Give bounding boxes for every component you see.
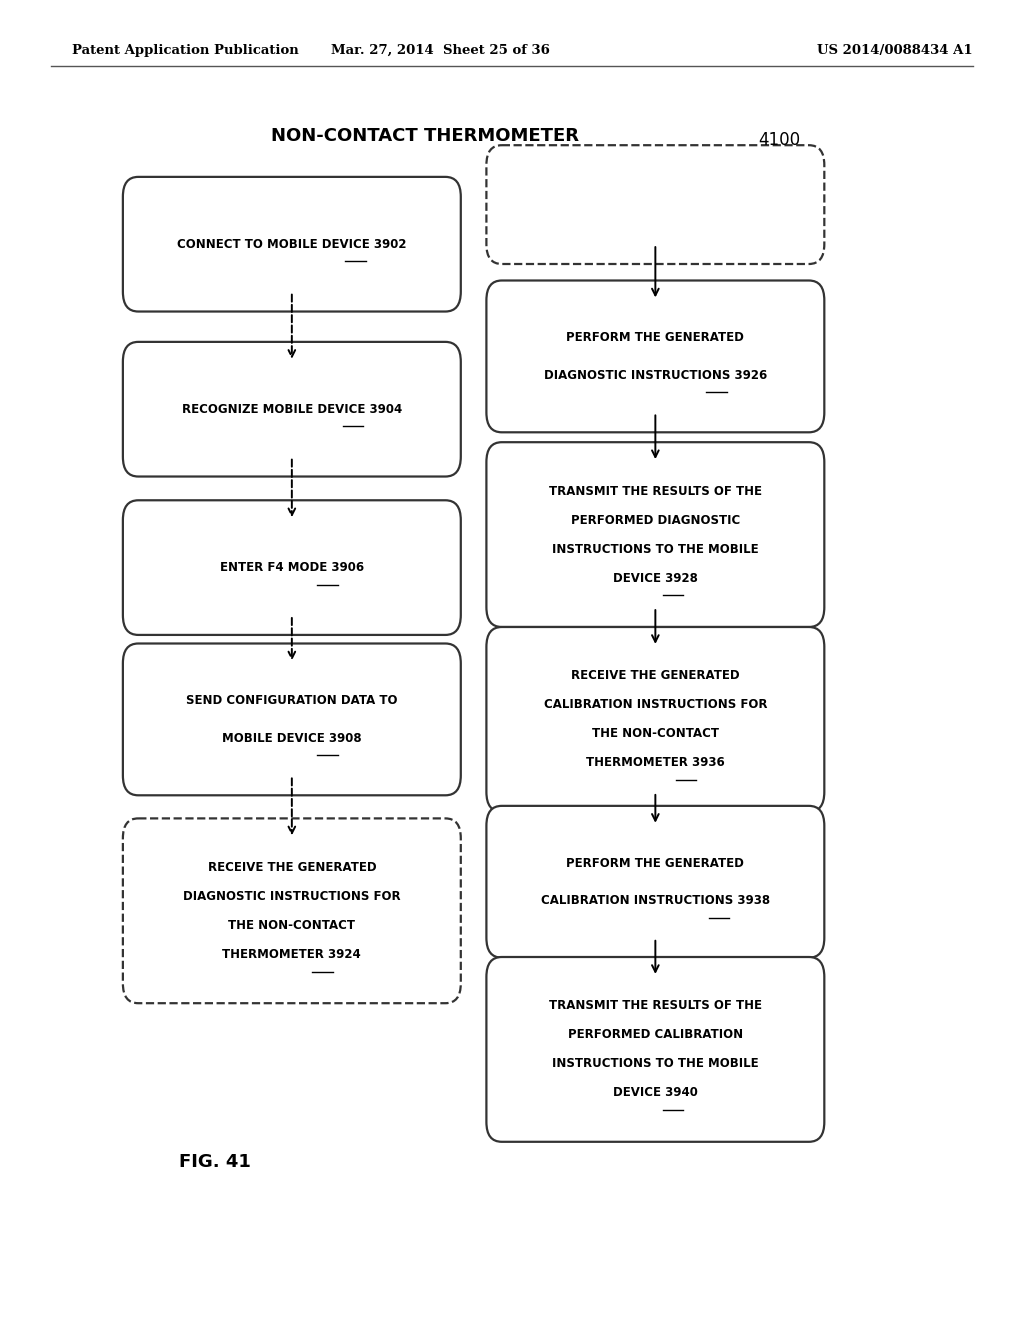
Text: PERFORMED DIAGNOSTIC: PERFORMED DIAGNOSTIC bbox=[570, 513, 740, 527]
FancyBboxPatch shape bbox=[123, 818, 461, 1003]
FancyBboxPatch shape bbox=[486, 957, 824, 1142]
FancyBboxPatch shape bbox=[123, 500, 461, 635]
Text: ENTER F4 MODE 3906: ENTER F4 MODE 3906 bbox=[220, 561, 364, 574]
Text: DEVICE 3940: DEVICE 3940 bbox=[613, 1086, 697, 1100]
Text: US 2014/0088434 A1: US 2014/0088434 A1 bbox=[817, 44, 973, 57]
FancyBboxPatch shape bbox=[486, 145, 824, 264]
Text: CALIBRATION INSTRUCTIONS FOR: CALIBRATION INSTRUCTIONS FOR bbox=[544, 698, 767, 711]
Text: THE NON-CONTACT: THE NON-CONTACT bbox=[592, 727, 719, 741]
Text: DEVICE 3928: DEVICE 3928 bbox=[613, 572, 697, 585]
FancyBboxPatch shape bbox=[486, 805, 824, 958]
Text: FIG. 41: FIG. 41 bbox=[179, 1152, 251, 1171]
Text: CONNECT TO MOBILE DEVICE 3902: CONNECT TO MOBILE DEVICE 3902 bbox=[177, 238, 407, 251]
Text: PERFORM THE GENERATED: PERFORM THE GENERATED bbox=[566, 331, 744, 345]
Text: RECEIVE THE GENERATED: RECEIVE THE GENERATED bbox=[208, 861, 376, 874]
FancyBboxPatch shape bbox=[486, 627, 824, 812]
Text: CALIBRATION INSTRUCTIONS 3938: CALIBRATION INSTRUCTIONS 3938 bbox=[541, 894, 770, 907]
Text: Patent Application Publication: Patent Application Publication bbox=[72, 44, 298, 57]
Text: INSTRUCTIONS TO THE MOBILE: INSTRUCTIONS TO THE MOBILE bbox=[552, 1057, 759, 1071]
Text: RECOGNIZE MOBILE DEVICE 3904: RECOGNIZE MOBILE DEVICE 3904 bbox=[181, 403, 402, 416]
Text: THE NON-CONTACT: THE NON-CONTACT bbox=[228, 919, 355, 932]
Text: DIAGNOSTIC INSTRUCTIONS 3926: DIAGNOSTIC INSTRUCTIONS 3926 bbox=[544, 368, 767, 381]
Text: PERFORMED CALIBRATION: PERFORMED CALIBRATION bbox=[567, 1028, 743, 1041]
Text: THERMOMETER 3924: THERMOMETER 3924 bbox=[222, 948, 361, 961]
Text: NON-CONTACT THERMOMETER: NON-CONTACT THERMOMETER bbox=[271, 127, 579, 145]
Text: 4100: 4100 bbox=[758, 131, 800, 149]
Text: RECEIVE THE GENERATED: RECEIVE THE GENERATED bbox=[571, 669, 739, 682]
FancyBboxPatch shape bbox=[486, 442, 824, 627]
Text: TRANSMIT THE RESULTS OF THE: TRANSMIT THE RESULTS OF THE bbox=[549, 484, 762, 498]
Text: PERFORM THE GENERATED: PERFORM THE GENERATED bbox=[566, 857, 744, 870]
Text: THERMOMETER 3936: THERMOMETER 3936 bbox=[586, 756, 725, 770]
FancyBboxPatch shape bbox=[486, 281, 824, 433]
FancyBboxPatch shape bbox=[123, 177, 461, 312]
Text: TRANSMIT THE RESULTS OF THE: TRANSMIT THE RESULTS OF THE bbox=[549, 999, 762, 1012]
Text: INSTRUCTIONS TO THE MOBILE: INSTRUCTIONS TO THE MOBILE bbox=[552, 543, 759, 556]
Text: DIAGNOSTIC INSTRUCTIONS FOR: DIAGNOSTIC INSTRUCTIONS FOR bbox=[183, 890, 400, 903]
Text: Mar. 27, 2014  Sheet 25 of 36: Mar. 27, 2014 Sheet 25 of 36 bbox=[331, 44, 550, 57]
FancyBboxPatch shape bbox=[123, 644, 461, 795]
Text: MOBILE DEVICE 3908: MOBILE DEVICE 3908 bbox=[222, 731, 361, 744]
Text: SEND CONFIGURATION DATA TO: SEND CONFIGURATION DATA TO bbox=[186, 694, 397, 708]
FancyBboxPatch shape bbox=[123, 342, 461, 477]
